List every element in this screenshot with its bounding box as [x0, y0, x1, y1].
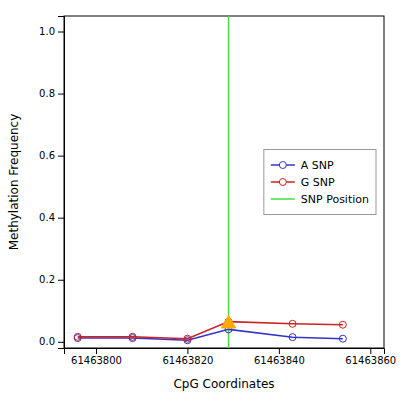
point — [129, 333, 136, 340]
legend-label: G SNP — [301, 176, 335, 189]
y-axis-title: Methylation Frequency — [7, 114, 21, 251]
point — [339, 321, 346, 328]
tick: 61463820 — [162, 348, 213, 366]
series-line — [78, 329, 343, 340]
legend-item: A SNP — [271, 159, 334, 172]
point — [289, 320, 296, 327]
tick-label: 61463860 — [345, 355, 396, 366]
tick: 0.4 — [39, 212, 64, 223]
tick: 61463860 — [345, 348, 396, 366]
tick-label: 0.6 — [39, 150, 55, 161]
data-area — [74, 16, 346, 348]
tick-mark — [58, 342, 64, 343]
tick: 61463800 — [71, 348, 122, 366]
axis-line — [58, 17, 65, 349]
tick: 0.6 — [39, 150, 64, 161]
point — [289, 334, 296, 341]
tick-mark — [370, 348, 371, 354]
legend: A SNP G SNP SNP Position — [264, 150, 376, 215]
x-axis-title: CpG Coordinates — [173, 377, 274, 391]
tick-label: 0.2 — [39, 274, 55, 285]
tick-label: 1.0 — [39, 26, 55, 37]
plot-frame — [64, 16, 384, 348]
series-line — [78, 322, 343, 339]
y-axis: 0.0 0.2 0.4 0.6 0.8 1.0 — [39, 17, 64, 349]
tick-mark — [58, 94, 64, 95]
tick-label: 61463820 — [162, 355, 213, 366]
tick-label: 61463800 — [71, 355, 122, 366]
tick-label: 61463840 — [254, 355, 305, 366]
legend-marker — [279, 179, 286, 186]
tick-mark — [58, 156, 64, 157]
point — [339, 335, 346, 342]
tick-mark — [58, 218, 64, 219]
tick-label: 0.4 — [39, 212, 55, 223]
snp-line — [228, 16, 230, 348]
tick-mark — [58, 32, 64, 33]
plot: 614638006146382061463840614638600.00.20.… — [7, 16, 396, 391]
legend-marker — [279, 162, 286, 169]
x-axis: 61463800 61463820 61463840 61463860 — [65, 348, 397, 366]
legend-box — [264, 150, 376, 215]
tick-mark — [187, 348, 188, 354]
tick: 0.2 — [39, 274, 64, 285]
legend-label: SNP Position — [301, 193, 369, 206]
tick-mark — [58, 280, 64, 281]
chart: 614638006146382061463840614638600.00.20.… — [0, 0, 400, 400]
tick-label: 0.0 — [39, 336, 55, 347]
tick: 0.8 — [39, 88, 64, 99]
point — [184, 335, 191, 342]
snp-marker — [221, 315, 235, 327]
tick: 61463840 — [254, 348, 305, 366]
tick-label: 0.8 — [39, 88, 55, 99]
tick-mark — [96, 348, 97, 354]
tick: 1.0 — [39, 26, 64, 37]
tick: 0.0 — [39, 336, 64, 347]
tick-mark — [279, 348, 280, 354]
axis-line — [65, 349, 385, 355]
legend-item: G SNP — [271, 176, 335, 189]
legend-item: SNP Position — [271, 193, 369, 206]
point — [74, 333, 81, 340]
legend-swatch — [271, 198, 295, 200]
legend-label: A SNP — [301, 159, 334, 172]
